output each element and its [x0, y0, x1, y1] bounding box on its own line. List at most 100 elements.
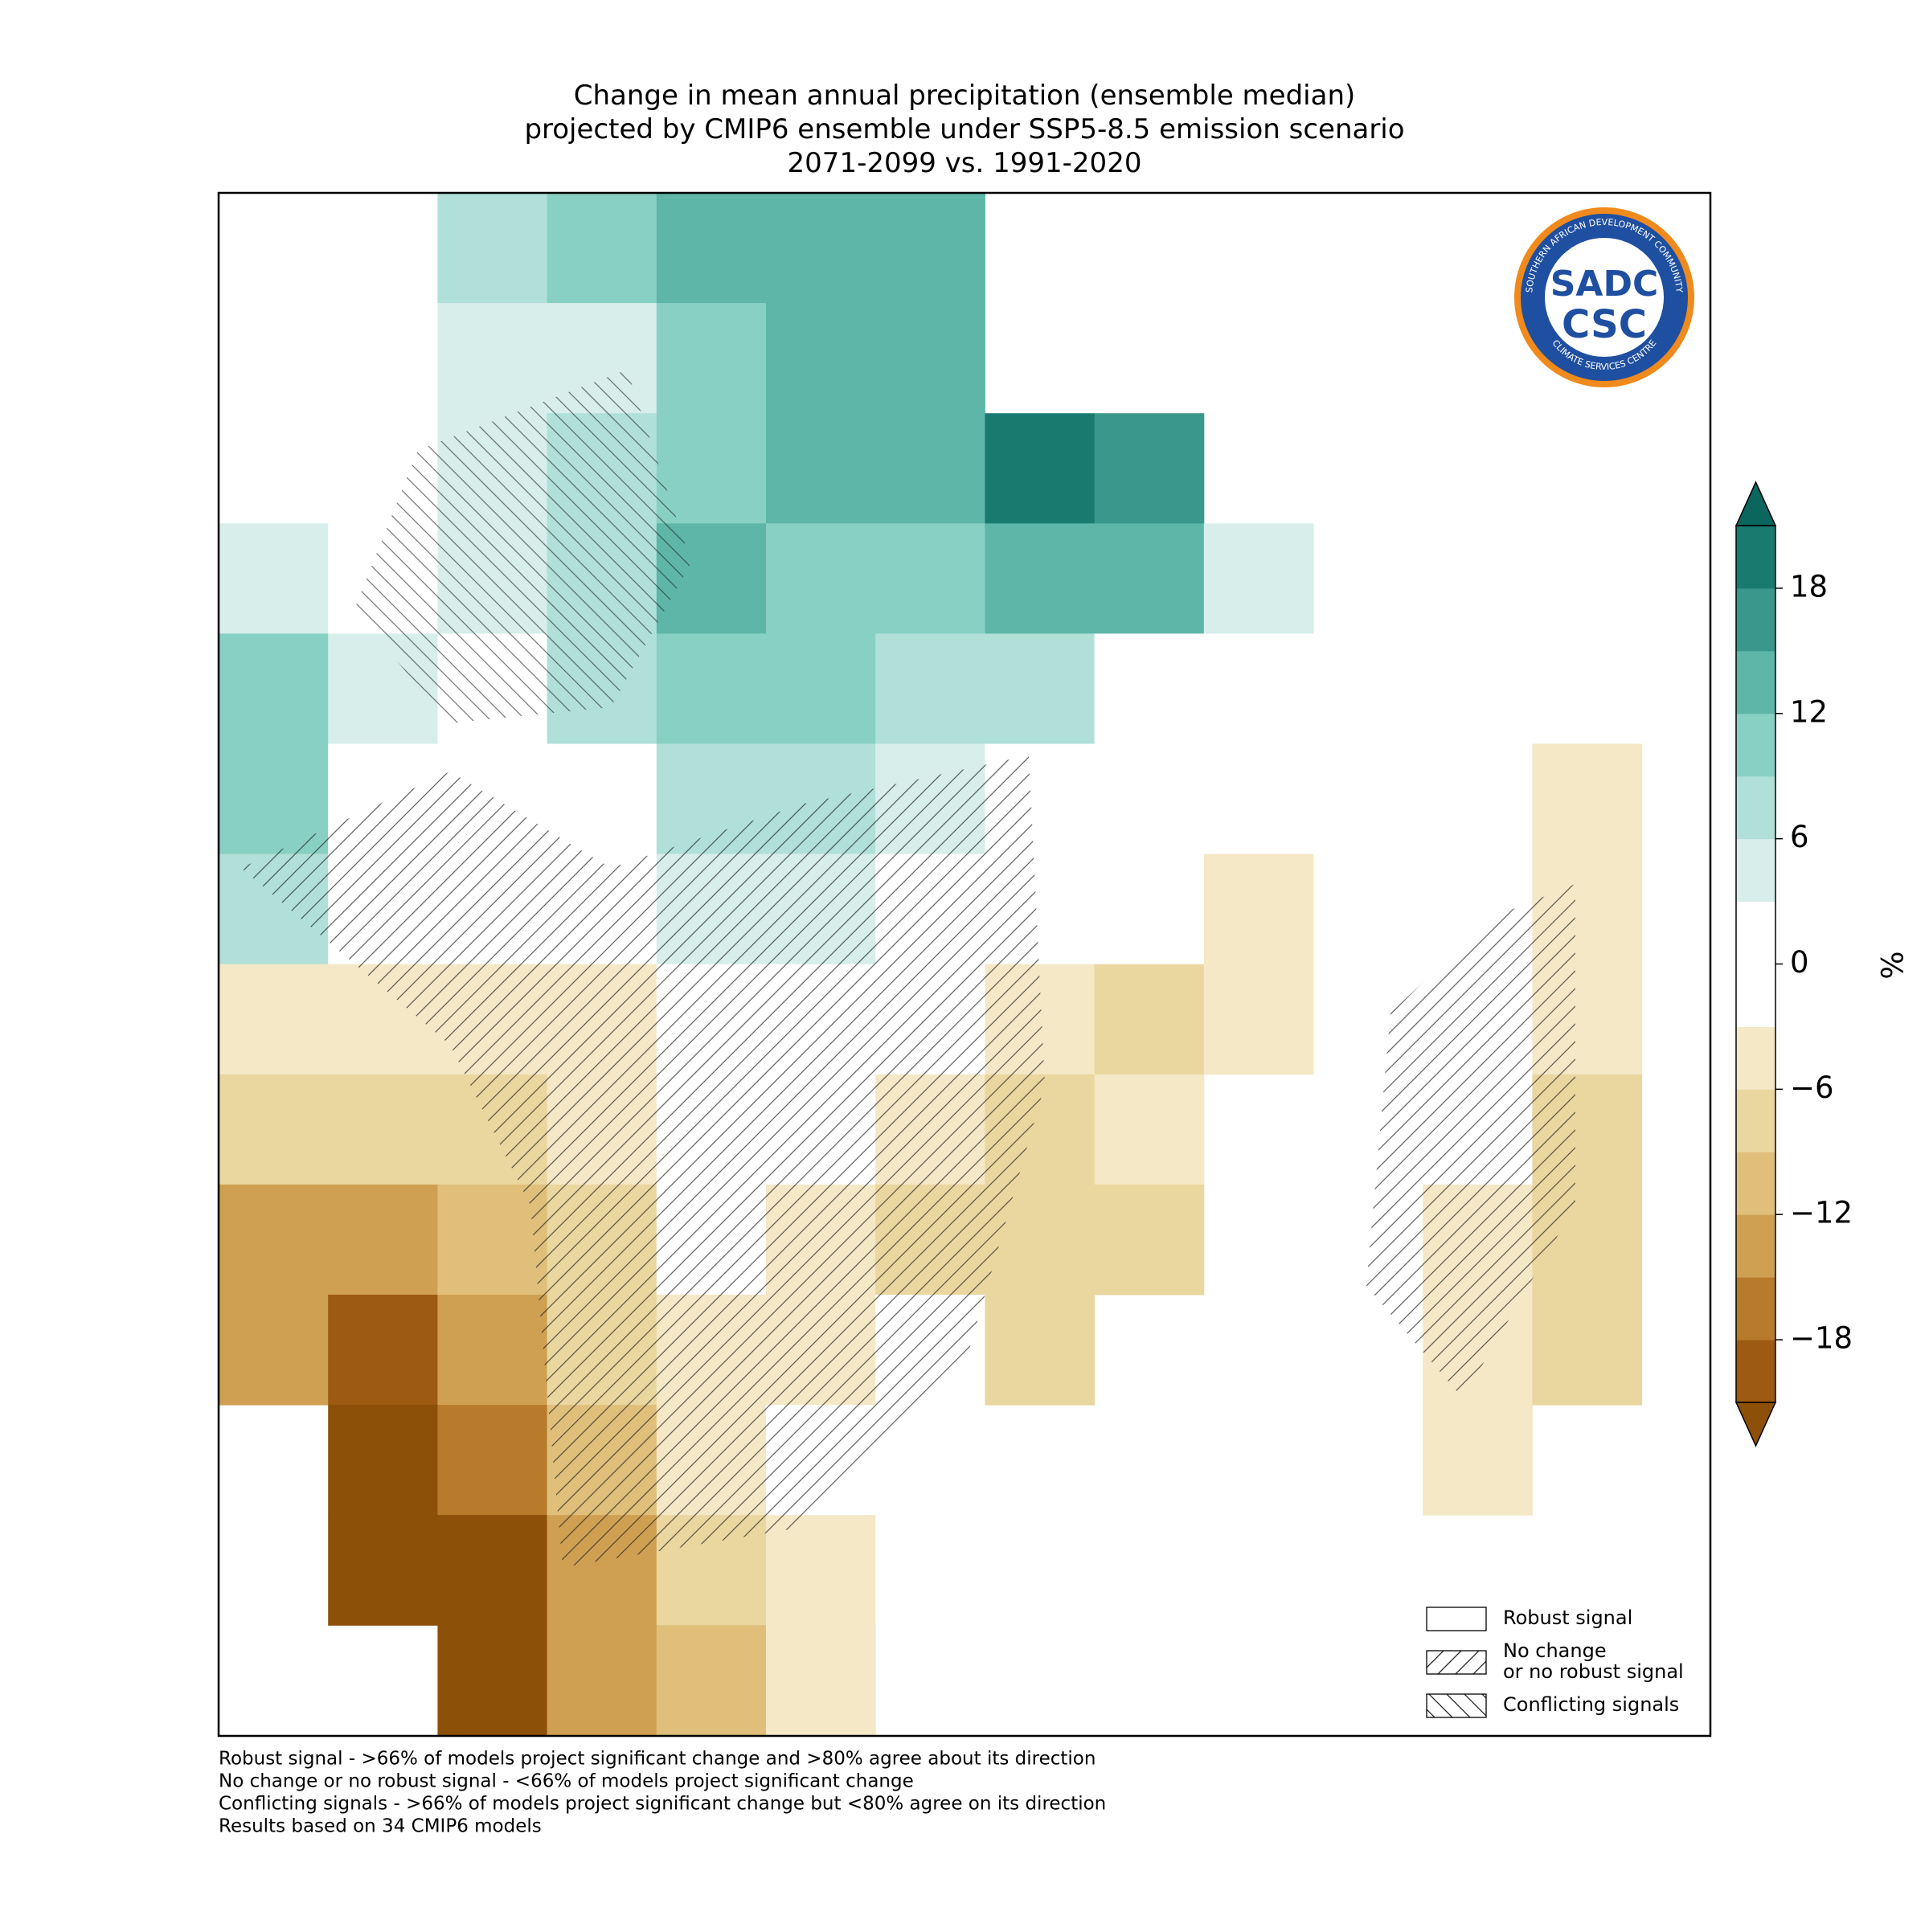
grid-cell [1203, 633, 1314, 744]
grid-cell [1094, 1074, 1205, 1185]
title-line: projected by CMIP6 ensemble under SSP5-8… [524, 113, 1404, 145]
title-block: Change in mean annual precipitation (ens… [524, 80, 1404, 179]
legend-swatch [1426, 1607, 1487, 1631]
title-line: 2071-2099 vs. 1991-2020 [788, 147, 1142, 179]
grid-cell [328, 1405, 438, 1516]
grid-cell [766, 413, 876, 524]
grid-cell [1094, 964, 1205, 1075]
colorbar-band [1736, 838, 1775, 903]
legend-label: Conflicting signals [1503, 1693, 1679, 1716]
grid-cell [1423, 1405, 1533, 1516]
colorbar-tick-label: 6 [1790, 820, 1809, 854]
grid-cell [1094, 633, 1205, 744]
grid-cell [766, 193, 876, 304]
grid-cell [985, 523, 1096, 634]
grid-cell [985, 633, 1096, 744]
grid-cell [547, 743, 657, 855]
grid-cell [1203, 964, 1314, 1075]
hatch-no-signal [241, 755, 1045, 1567]
colorbar-band [1736, 1089, 1775, 1152]
grid-cell [219, 1295, 329, 1406]
legend-label: No change [1503, 1639, 1607, 1662]
grid-cell [437, 1405, 548, 1516]
grid-cell [328, 1295, 438, 1406]
grid-cell [656, 303, 767, 414]
colorbar-band [1736, 1277, 1775, 1341]
logo-center [1545, 238, 1664, 357]
legend-swatch [1426, 1693, 1487, 1718]
grid-cell [219, 523, 329, 634]
colorbar-band [1736, 776, 1775, 840]
grid-cell [875, 413, 985, 524]
colorbar: −18 −12 −6 0 6 12 18% [1734, 481, 1911, 1447]
grid-cell [219, 1184, 329, 1296]
colorbar-band [1736, 901, 1775, 964]
grid-cell [1094, 743, 1205, 855]
colorbar-tick-label: −18 [1790, 1321, 1853, 1356]
grid-cell [547, 1625, 657, 1736]
grid-cell [437, 193, 548, 304]
colorbar-band [1736, 526, 1775, 589]
footnote: Conflicting signals - >66% of models pro… [219, 1794, 1106, 1815]
grid-cell [437, 1515, 548, 1626]
grid-cell [766, 633, 876, 744]
grid-cell [219, 964, 329, 1075]
colorbar-tick-label: 18 [1790, 569, 1828, 604]
grid-cell [219, 633, 329, 744]
legend-label: or no robust signal [1503, 1660, 1684, 1683]
colorbar-band [1736, 587, 1775, 652]
grid-cell [875, 303, 985, 414]
grid-cell [985, 413, 1096, 524]
colorbar-tick-label: −12 [1790, 1196, 1853, 1230]
colorbar-label: % [1876, 951, 1911, 979]
grid-cell [985, 1295, 1096, 1406]
colorbar-tick-label: 12 [1790, 694, 1828, 729]
logo-top: SADC [1550, 264, 1659, 305]
grid-cell [875, 523, 985, 634]
footnotes: Robust signal - >66% of models project s… [219, 1749, 1106, 1837]
grid-cell [1203, 853, 1314, 965]
grid-cell [875, 1515, 985, 1626]
colorbar-tick-label: −6 [1790, 1070, 1834, 1105]
footnote: No change or no robust signal - <66% of … [219, 1771, 914, 1792]
grid-cell [1094, 1184, 1205, 1296]
logo: SOUTHERN AFRICAN DEVELOPMENT COMMUNITY C… [1514, 207, 1694, 387]
grid-cell [875, 633, 985, 744]
title-line: Change in mean annual precipitation (ens… [574, 80, 1356, 112]
grid-cell [1532, 743, 1643, 855]
grid-cell [656, 633, 767, 744]
legend-swatch [1426, 1650, 1487, 1675]
colorbar-band [1736, 1026, 1775, 1090]
grid-cell [766, 303, 876, 414]
colorbar-band [1736, 1340, 1775, 1403]
grid-cell [766, 1625, 876, 1736]
grid-cell [1094, 413, 1205, 524]
colorbar-band [1736, 650, 1775, 714]
grid-cell [656, 193, 767, 304]
grid-cell [1094, 853, 1205, 965]
grid-cell [219, 1074, 329, 1185]
grid-cell [328, 1515, 438, 1626]
grid-cell [437, 1184, 548, 1296]
footnote: Robust signal - >66% of models project s… [219, 1749, 1096, 1770]
grid-cell [547, 193, 657, 304]
colorbar-band [1736, 1152, 1775, 1215]
colorbar-band [1736, 713, 1775, 777]
footnote: Results based on 34 CMIP6 models [219, 1816, 542, 1837]
grid-cell [875, 193, 985, 304]
grid-cell [437, 303, 548, 414]
grid-cell [656, 1625, 767, 1736]
colorbar-tick-label: 0 [1790, 945, 1809, 980]
grid-cell [437, 1625, 548, 1736]
grid-cell [1203, 523, 1314, 634]
logo-bottom: CSC [1562, 302, 1647, 347]
grid-cell [219, 743, 329, 855]
grid-cell [766, 523, 876, 634]
hatch-madagascar [1366, 884, 1575, 1398]
grid-cell [656, 413, 767, 524]
grid-cell [1532, 1295, 1643, 1406]
grid-cell [328, 1074, 438, 1185]
map-frame [217, 191, 1712, 1738]
